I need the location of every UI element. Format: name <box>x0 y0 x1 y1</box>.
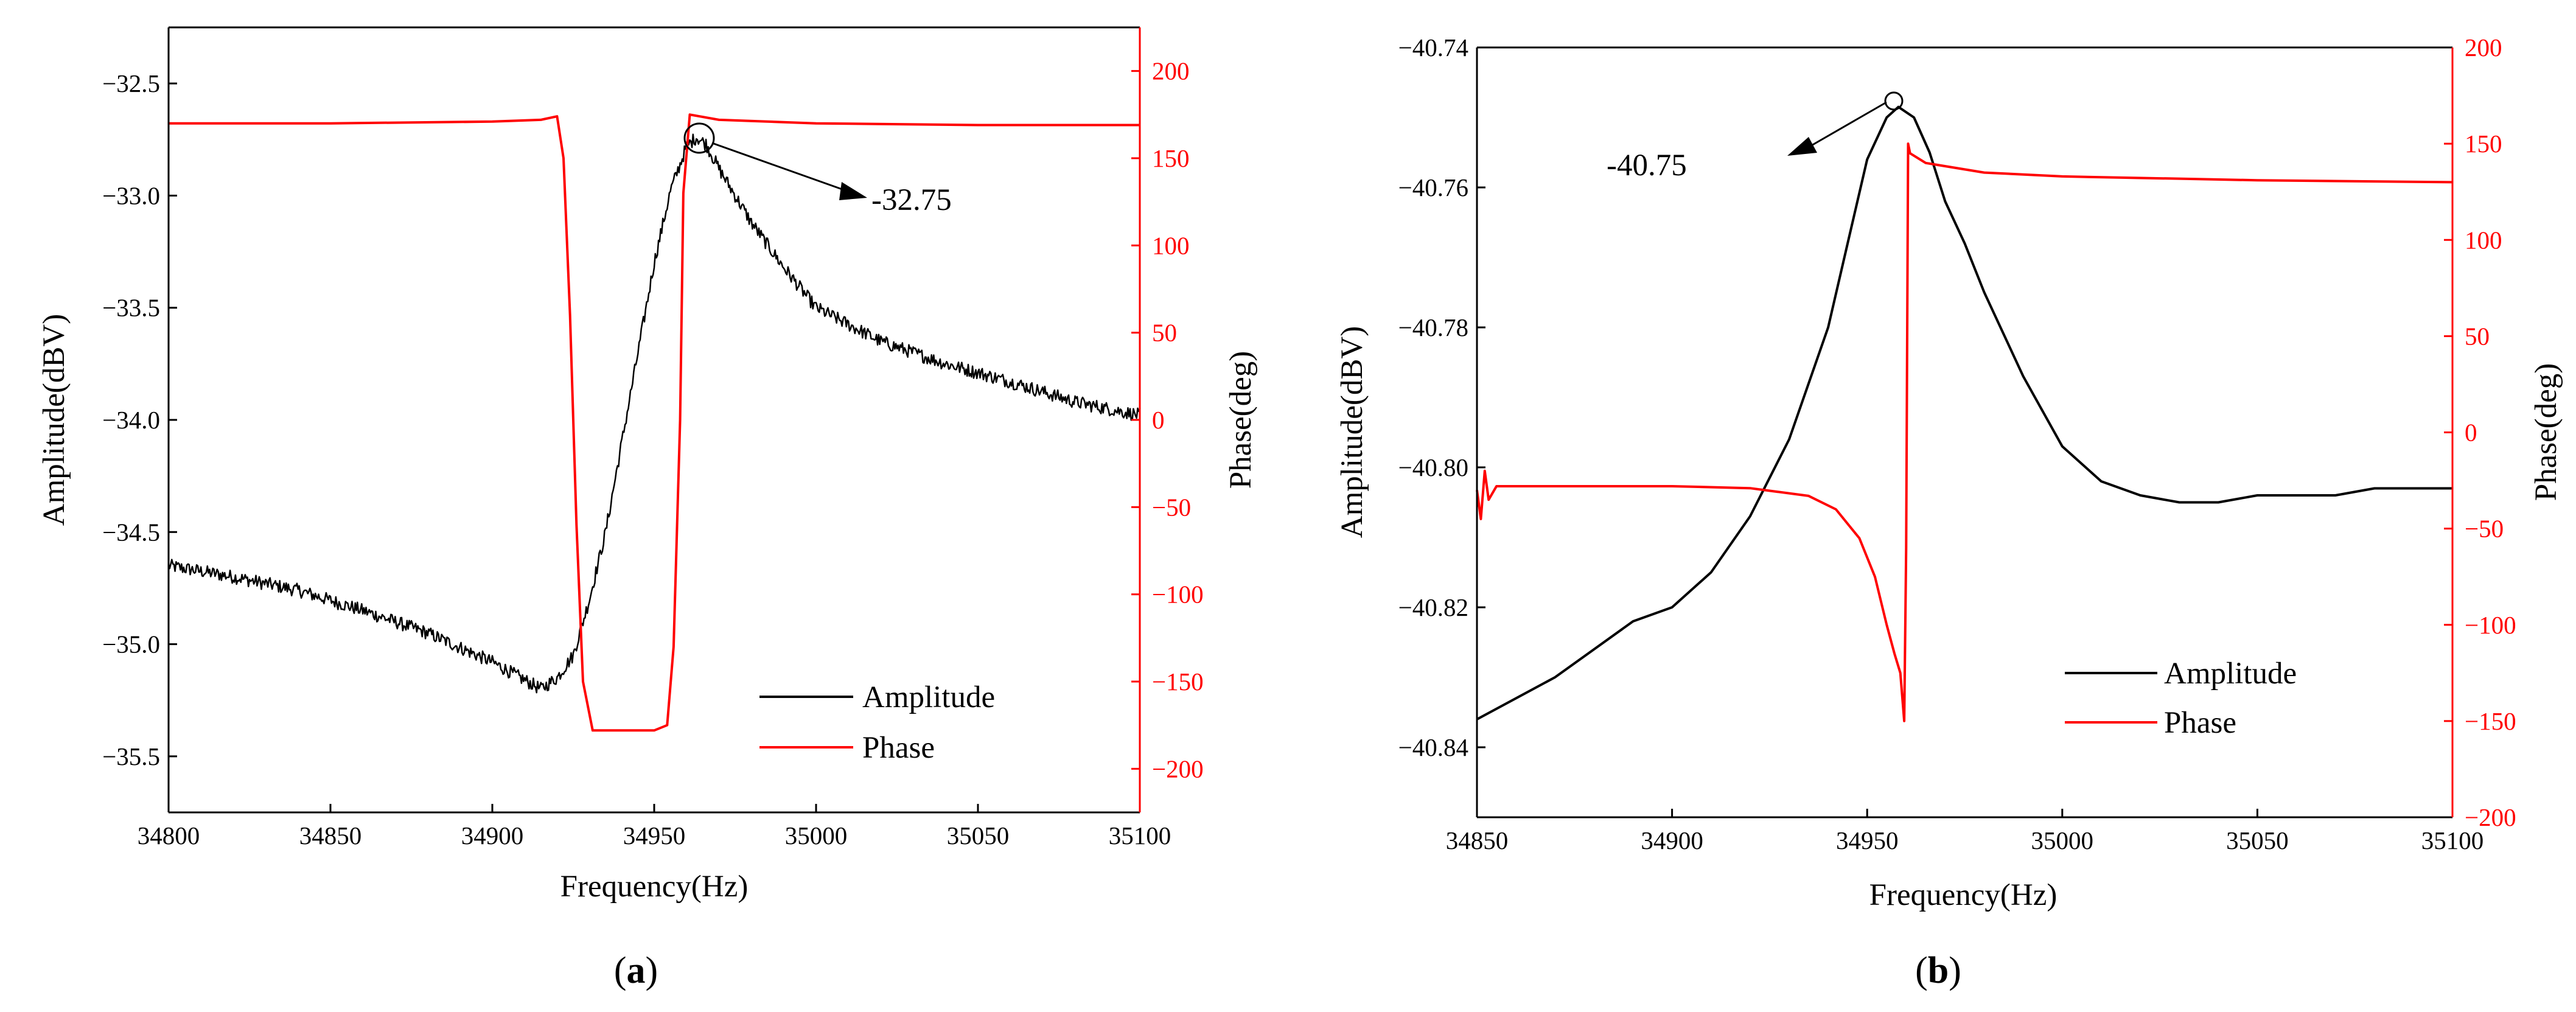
y-tick-label: −33.5 <box>102 294 160 322</box>
caption-open-paren: ( <box>1915 950 1928 991</box>
legend: Amplitude Phase <box>759 680 995 765</box>
caption-letter: b <box>1928 950 1949 991</box>
legend: Amplitude Phase <box>2065 657 2297 740</box>
y2-tick-label: 150 <box>1152 144 1190 172</box>
y2-tick-label: −50 <box>1152 493 1191 521</box>
y2-tick-label: 100 <box>2465 226 2502 254</box>
y2-tick-label: 50 <box>2465 322 2490 350</box>
annotation-label: -32.75 <box>871 183 952 217</box>
annotation-arrowhead <box>1787 137 1817 156</box>
x-tick-label: 35050 <box>2226 826 2289 854</box>
y2-tick-label: 150 <box>2465 130 2502 158</box>
y-axis-title: Amplitude(dBV) <box>1335 326 1369 538</box>
y-tick-label: −40.84 <box>1398 733 1468 761</box>
panel-caption-b: (b) <box>1915 950 1961 991</box>
y-tick-label: −40.78 <box>1398 313 1468 341</box>
series-line-amplitude <box>167 133 1141 694</box>
caption-close-paren: ) <box>1949 950 1961 991</box>
chart-panel-a: 34800 34850 34900 34950 35000 35050 35100 −35.5… <box>37 26 1258 991</box>
y-tick-label: −40.76 <box>1398 173 1468 201</box>
legend-label-amplitude: Amplitude <box>2164 657 2297 691</box>
y2-tick-label: −150 <box>2465 707 2516 735</box>
annotation-arrow-line <box>711 142 850 193</box>
chart-panel-b: 34850 34900 34950 35000 35050 35100 −40.84 −40.… <box>1335 33 2563 991</box>
y-tick-label: −35.0 <box>102 630 160 658</box>
panel-caption-a: (a) <box>614 950 658 991</box>
x-tick-label: 34950 <box>623 822 686 850</box>
series-line-phase <box>169 113 1140 732</box>
y2-axis-title: Phase(deg) <box>2529 363 2563 501</box>
y2-tick-label: −100 <box>1152 581 1204 609</box>
annotation-arrowhead <box>839 182 867 200</box>
tick-layer: 34850 34900 34950 35000 35050 35100 −40.84 −40.… <box>1398 33 2516 854</box>
y2-tick-label: 200 <box>1152 57 1190 85</box>
y2-tick-label: −100 <box>2465 611 2516 639</box>
caption-close-paren: ) <box>646 950 658 991</box>
x-tick-label: 35050 <box>947 822 1010 850</box>
y2-tick-label: 0 <box>1152 406 1165 434</box>
y2-axis-title: Phase(deg) <box>1224 351 1258 489</box>
x-tick-label: 35100 <box>1109 822 1171 850</box>
series-line-amplitude <box>1476 105 2452 721</box>
y-tick-label: −33.0 <box>102 181 160 209</box>
peak-marker-circle <box>1884 91 1904 111</box>
x-tick-label: 35100 <box>2421 826 2484 854</box>
peak-marker-circle <box>683 122 715 154</box>
x-tick-label: 34900 <box>461 822 524 850</box>
legend-label-phase: Phase <box>862 731 935 765</box>
legend-label-phase: Phase <box>2164 706 2236 740</box>
y-tick-label: −32.5 <box>102 69 160 97</box>
tick-layer: 34800 34850 34900 34950 35000 35050 35100 −35.5… <box>102 57 1204 850</box>
y-tick-label: −34.0 <box>102 406 160 434</box>
series-line-phase <box>1476 142 2453 722</box>
y-tick-label: −40.74 <box>1398 33 1468 61</box>
y-tick-label: −40.82 <box>1398 593 1468 621</box>
caption-open-paren: ( <box>614 950 627 991</box>
y-tick-label: −35.5 <box>102 742 160 770</box>
annotation-label: -40.75 <box>1607 148 1687 183</box>
x-axis-title: Frequency(Hz) <box>560 870 749 904</box>
caption-letter: a <box>627 950 646 991</box>
legend-label-amplitude: Amplitude <box>862 680 995 714</box>
y2-tick-label: −200 <box>1152 755 1204 783</box>
y2-tick-label: 100 <box>1152 231 1190 259</box>
y2-tick-label: −50 <box>2465 515 2504 543</box>
x-tick-label: 35000 <box>785 822 848 850</box>
x-tick-label: 34850 <box>1446 826 1509 854</box>
y2-tick-label: −150 <box>1152 668 1204 696</box>
y-tick-label: −34.5 <box>102 518 160 546</box>
x-tick-label: 34900 <box>1641 826 1703 854</box>
x-tick-label: 34950 <box>1836 826 1899 854</box>
y-axis-title: Amplitude(dBV) <box>37 314 71 526</box>
x-tick-label: 34850 <box>299 822 362 850</box>
x-tick-label: 34800 <box>138 822 200 850</box>
series-layer <box>167 113 1141 732</box>
x-axis-title: Frequency(Hz) <box>1869 878 2058 912</box>
x-tick-label: 35000 <box>2031 826 2094 854</box>
annotation-arrow-line <box>1810 101 1887 147</box>
y2-tick-label: −200 <box>2465 803 2516 831</box>
series-layer <box>1476 105 2453 722</box>
y2-tick-label: 50 <box>1152 319 1177 347</box>
y2-tick-label: 200 <box>2465 33 2502 61</box>
y-tick-label: −40.80 <box>1398 453 1468 481</box>
y2-tick-label: 0 <box>2465 419 2477 447</box>
